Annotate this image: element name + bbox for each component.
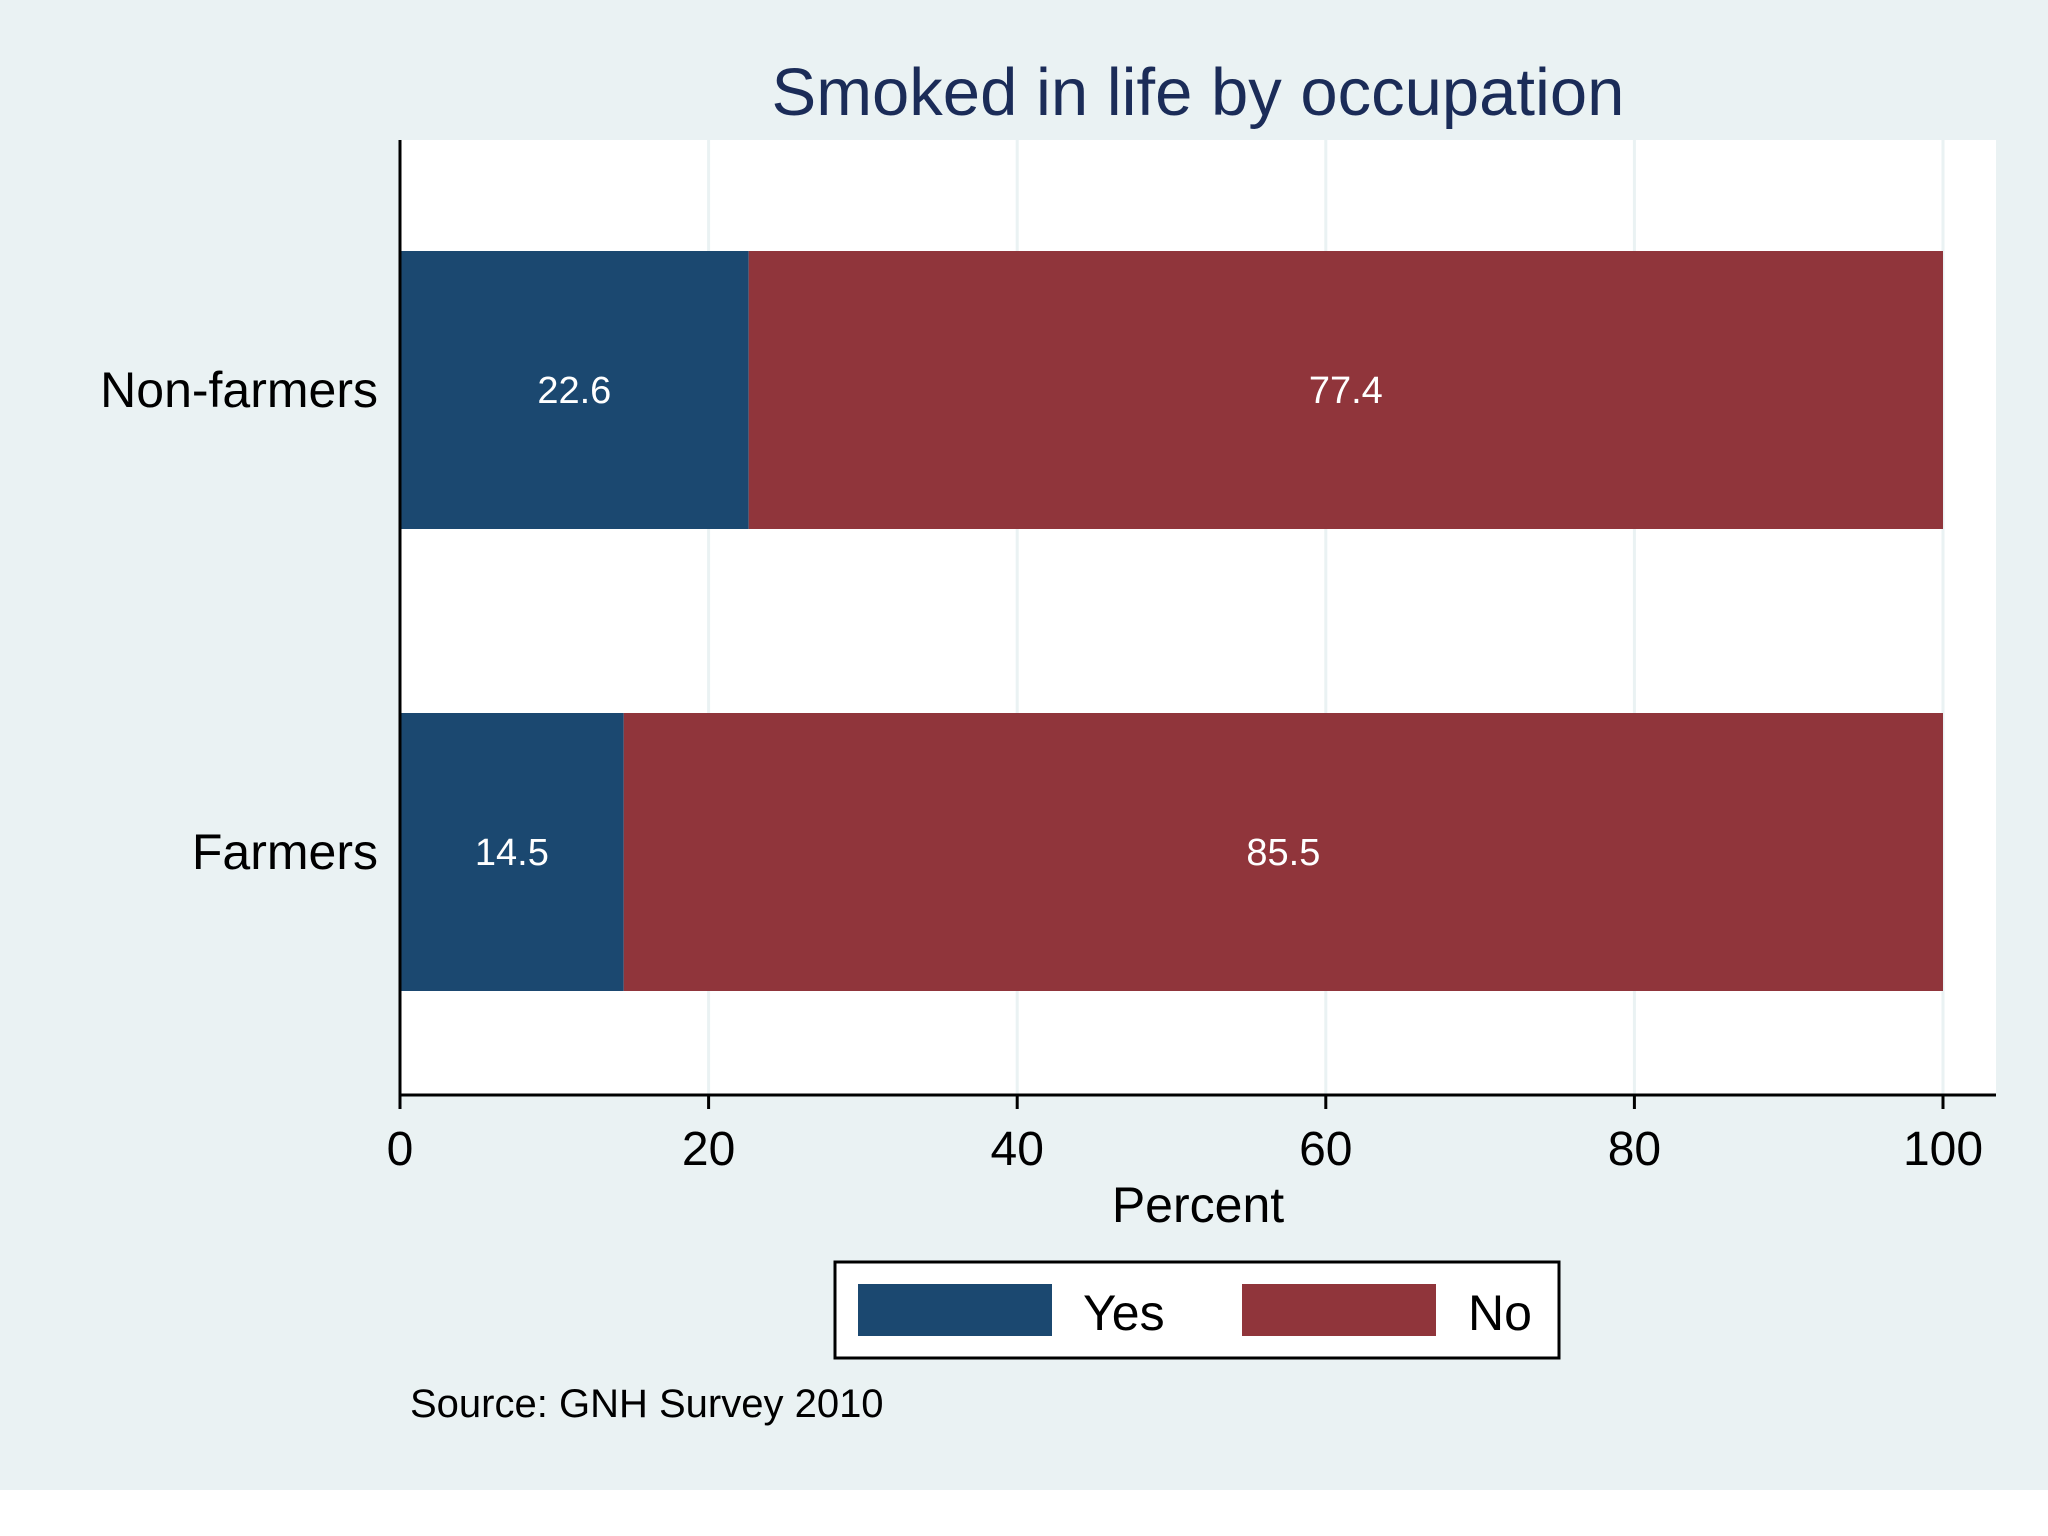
legend-swatch-yes [858,1284,1052,1336]
source-note: Source: GNH Survey 2010 [410,1382,884,1426]
bar-non-farmers-no [748,251,1943,529]
axes: 0 20 40 60 80 100 [387,140,1996,1176]
bar-non-farmers-yes [400,251,749,529]
bars: 22.6 77.4 Non-farmers 14.5 85.5 Farmers [100,251,1943,991]
legend-label-no: No [1468,1285,1532,1341]
bar-farmers-yes [400,713,624,991]
bar-label-non-farmers-no: 77.4 [1309,370,1383,412]
x-axis-title: Percent [1112,1177,1284,1233]
legend: Yes No [833,1260,1561,1360]
x-tick-label-40: 40 [991,1123,1044,1176]
category-label-farmers: Farmers [192,824,378,880]
bar-farmers-no [623,713,1943,991]
x-tick-label-100: 100 [1903,1123,1983,1176]
bar-label-farmers-yes: 14.5 [475,832,549,874]
x-tick-label-60: 60 [1299,1123,1352,1176]
chart-title: Smoked in life by occupation [772,55,1625,130]
legend-label-yes: Yes [1083,1285,1165,1341]
bar-label-non-farmers-yes: 22.6 [537,370,611,412]
bar-label-farmers-no: 85.5 [1246,832,1320,874]
legend-swatch-no [1242,1284,1436,1336]
x-tick-label-80: 80 [1608,1123,1661,1176]
x-tick-label-20: 20 [682,1123,735,1176]
category-label-non-farmers: Non-farmers [100,362,378,418]
legend-box [833,1260,1561,1360]
x-tick-label-0: 0 [387,1123,414,1176]
